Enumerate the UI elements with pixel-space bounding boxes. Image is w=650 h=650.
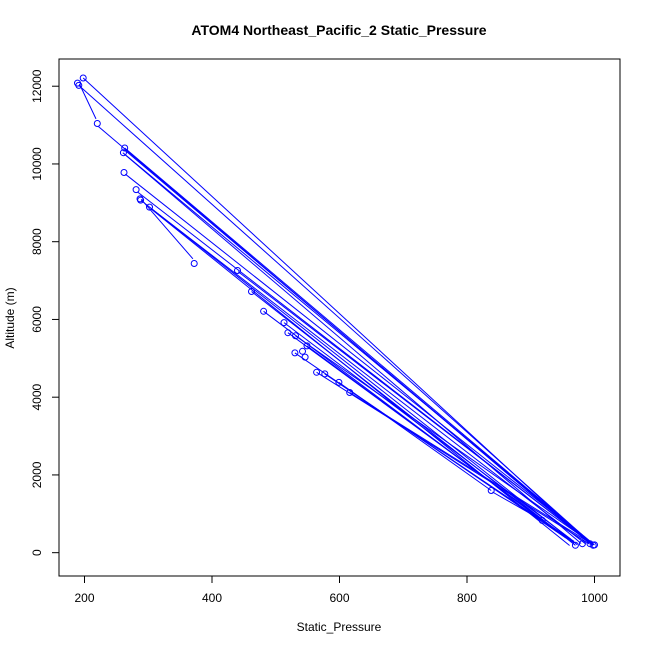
y-tick-label-2: 4000 [30,384,44,411]
x-axis: 200 400 600 800 1000 [74,575,608,605]
series-segment-6 [123,153,582,544]
series-segment-26 [492,491,543,521]
data-point-15 [280,319,288,327]
data-point-23 [321,370,329,378]
data-point-3 [93,120,101,127]
series-segment-14 [237,271,594,546]
data-point-16 [284,329,292,337]
series-segment-1 [78,83,97,120]
data-point-29 [578,540,586,548]
series-segment-3 [78,85,594,546]
series-segment-17 [283,322,572,540]
y-tick-label-6: 12000 [30,69,44,103]
data-point-6 [120,169,128,176]
data-point-26 [487,487,495,494]
series-segment-22 [316,371,590,545]
y-axis: 0 2000 4000 6000 8000 10000 12000 [30,69,60,556]
series-segment-24 [338,381,492,491]
y-tick-label-1: 2000 [30,461,44,488]
data-point-14 [260,307,268,315]
y-tick-label-0: 0 [30,549,44,556]
y-tick-label-4: 8000 [30,228,44,255]
series-lines [78,77,595,546]
data-point-1 [75,81,83,89]
data-point-28 [571,541,579,549]
chart-title: ATOM4 Northeast_Pacific_2 Static_Pressur… [191,22,486,38]
data-point-11 [190,260,198,267]
data-point-22 [313,368,321,376]
data-point-21 [303,342,311,350]
x-tick-label-2: 600 [329,591,349,605]
data-point-7 [132,186,140,194]
y-tick-label-3: 6000 [30,306,44,333]
data-point-10 [146,203,153,211]
data-point-12 [234,267,241,274]
series-segment-21 [306,345,575,544]
x-tick-label-4: 1000 [581,591,608,605]
data-point-13 [248,288,255,295]
series-segment-9 [140,200,578,546]
series-segment-19 [295,335,593,545]
data-point-17 [292,332,299,340]
x-axis-label: Static_Pressure [297,620,382,634]
series-segment-7 [124,173,595,546]
data-point-20 [301,353,309,361]
series-segment-25 [349,392,594,546]
data-point-5 [119,149,127,157]
data-point-32 [591,541,598,549]
series-points [74,74,598,549]
x-tick-label-1: 400 [202,591,222,605]
data-point-27 [538,516,546,524]
series-segment-13 [122,152,595,546]
data-point-18 [291,349,299,357]
data-point-24 [335,378,343,386]
x-tick-label-0: 200 [74,591,94,605]
series-segment-4 [125,150,592,545]
y-tick-label-5: 10000 [30,147,44,181]
data-point-19 [299,347,306,355]
data-point-25 [346,389,354,396]
x-tick-label-3: 800 [457,591,477,605]
data-point-2 [79,74,87,82]
data-point-4 [121,144,129,152]
series-segment-12 [140,198,194,260]
data-point-9 [137,196,145,204]
y-axis-label: Altitude (m) [3,287,17,348]
series-segment-27 [544,521,575,542]
